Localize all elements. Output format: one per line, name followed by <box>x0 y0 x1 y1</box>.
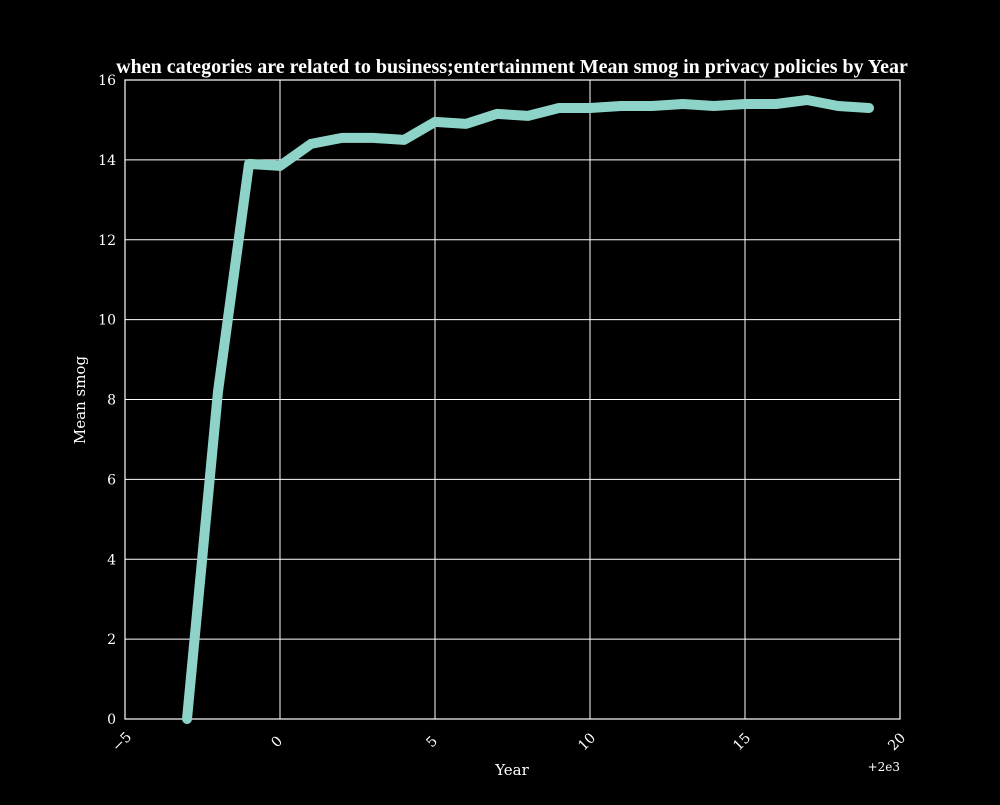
y-tick-label: 12 <box>98 233 116 249</box>
x-axis-offset-label: +2e3 <box>868 760 900 774</box>
y-tick-label: 2 <box>107 632 116 648</box>
y-tick-label: 16 <box>98 73 116 89</box>
y-tick-label: 4 <box>107 552 116 568</box>
y-tick-label: 10 <box>98 313 116 329</box>
plot-frame <box>124 79 901 720</box>
y-axis-ticks: 0 2 4 6 8 10 12 14 16 <box>98 73 116 728</box>
chart-title: when categories are related to business;… <box>116 56 908 78</box>
series-line <box>182 95 874 724</box>
series-layer <box>182 95 874 724</box>
x-axis-label: Year <box>494 761 529 779</box>
y-tick-label: 14 <box>98 153 116 169</box>
y-tick-label: 6 <box>107 472 116 488</box>
y-axis-label: Mean smog <box>71 356 89 445</box>
y-tick-label: 8 <box>107 393 116 409</box>
y-tick-label: 0 <box>107 712 116 728</box>
